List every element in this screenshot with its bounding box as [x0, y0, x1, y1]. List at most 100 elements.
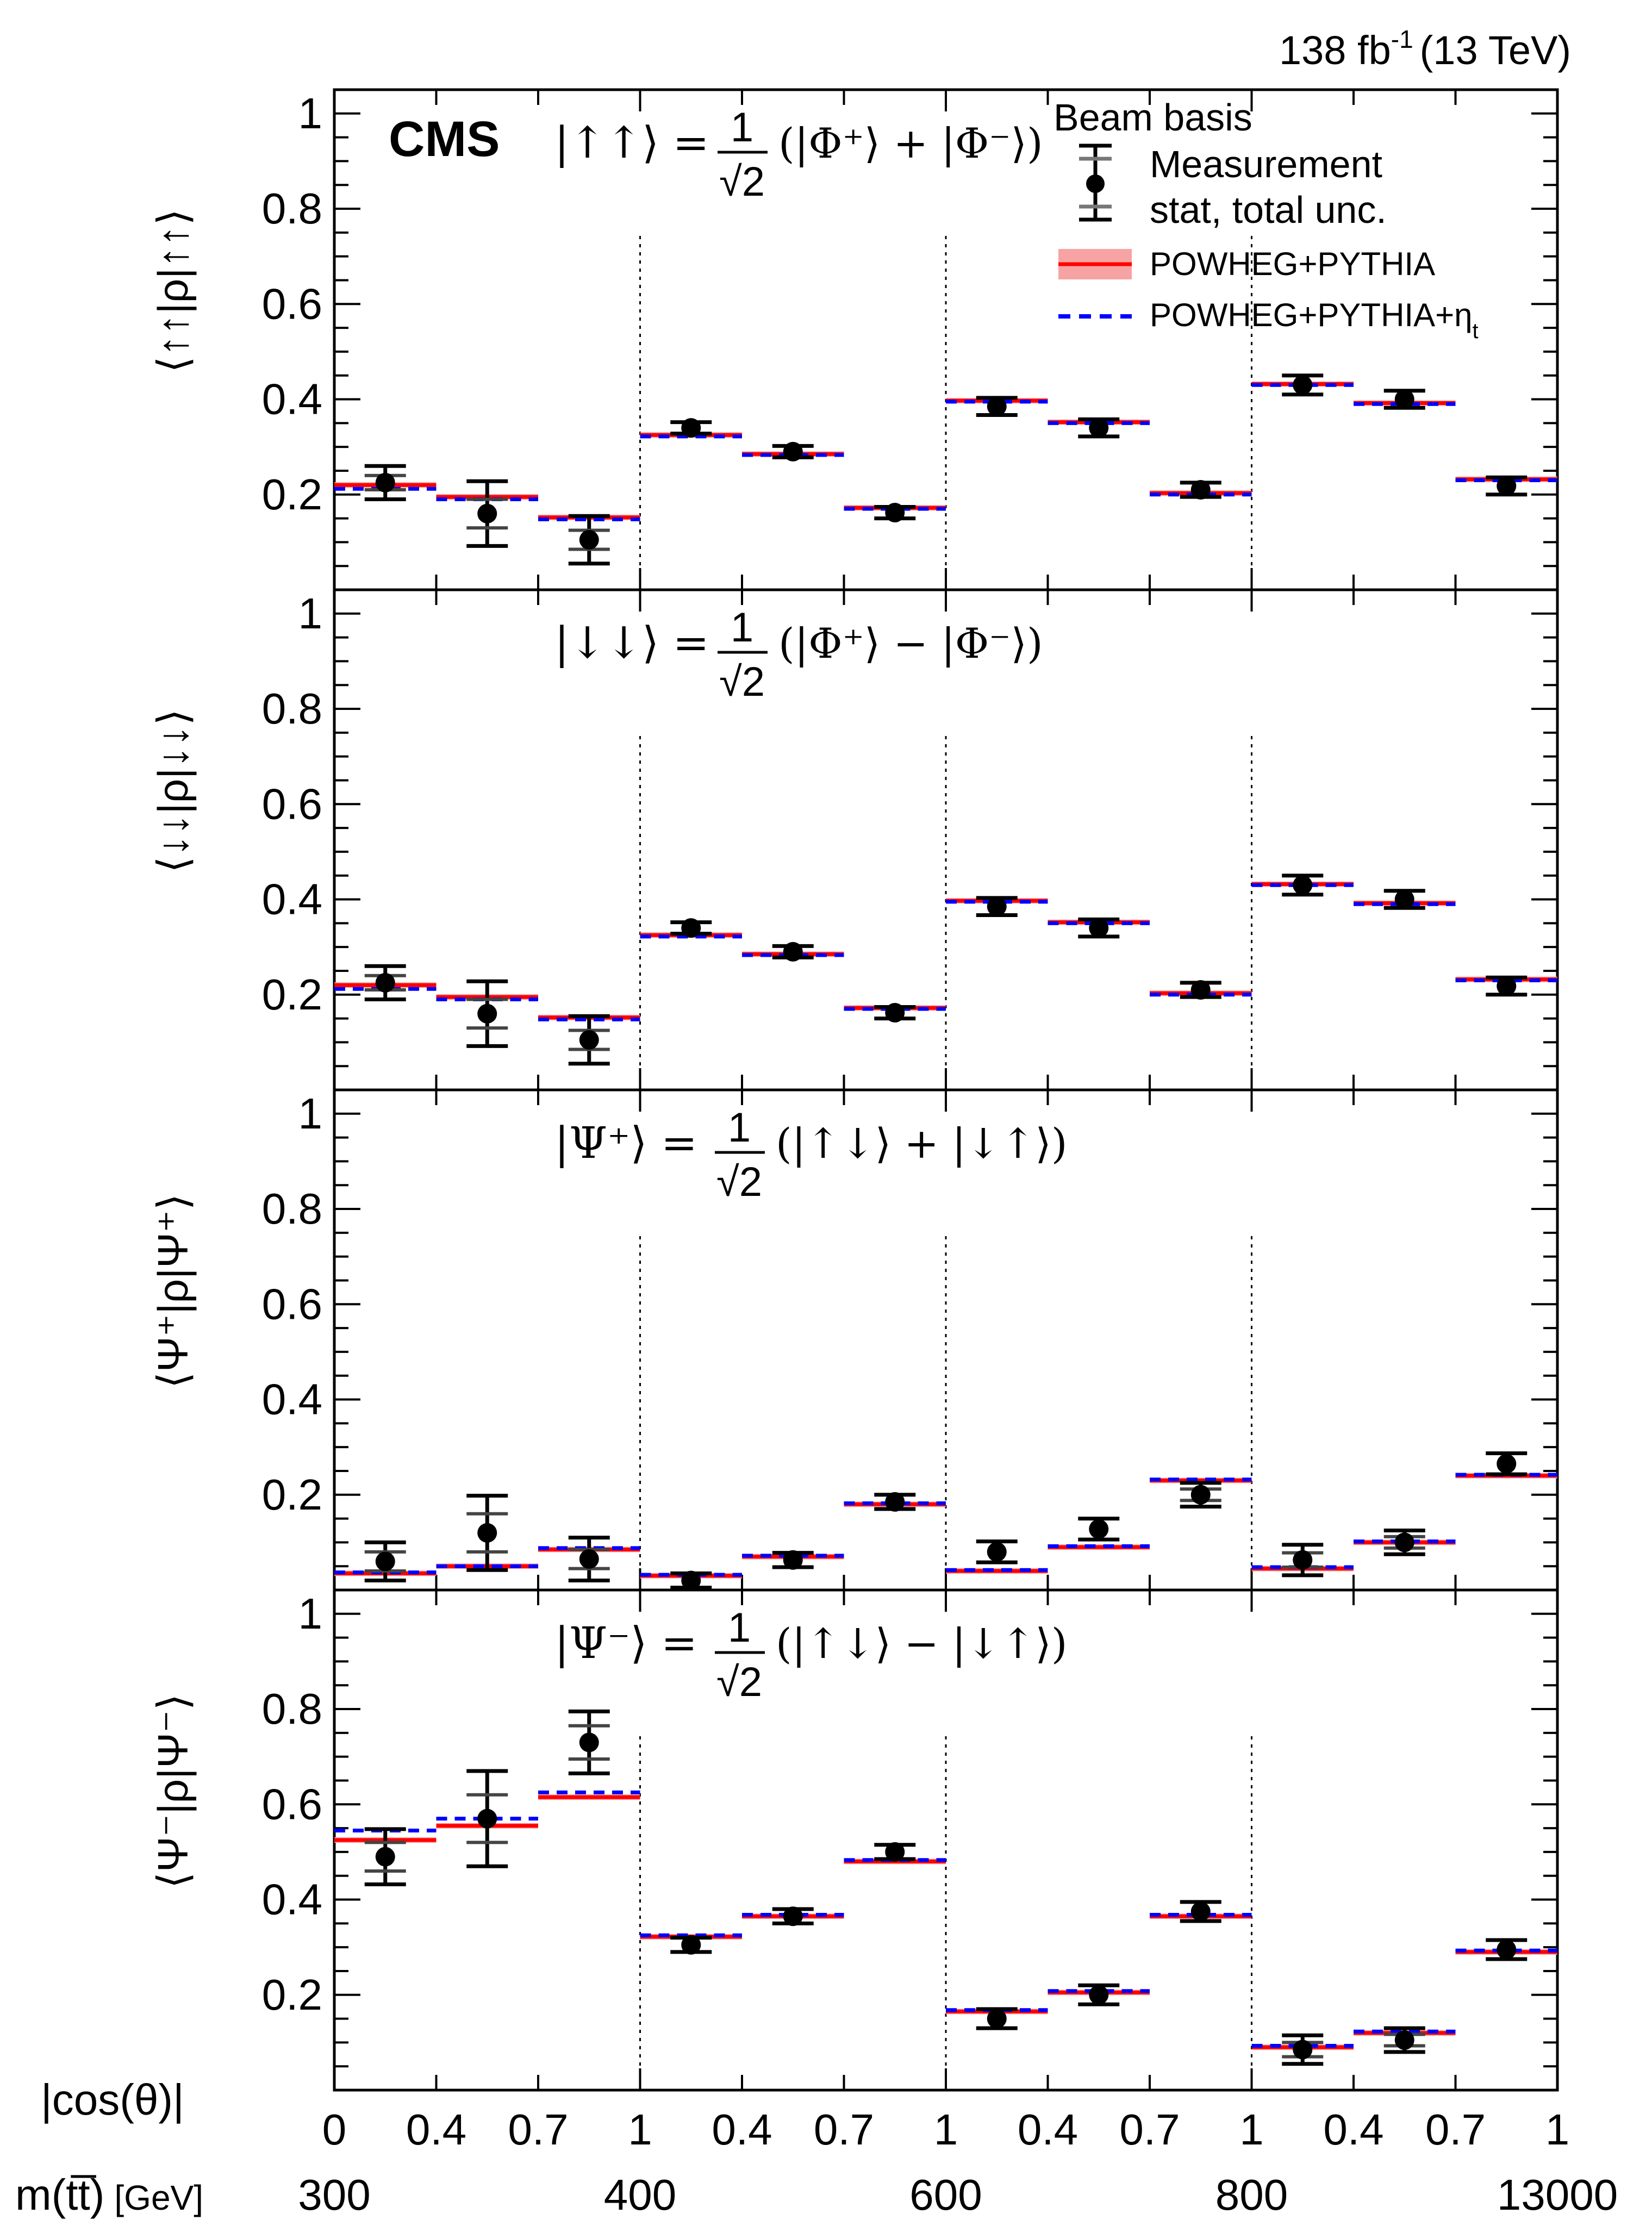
x-axis-label-mass: m(tt̅) [GeV]	[15, 2171, 203, 2219]
data-point	[1293, 2040, 1313, 2060]
data-point	[681, 918, 701, 938]
legend-measurement-marker	[1079, 144, 1112, 222]
data-point	[987, 2009, 1007, 2029]
y-axis-label: ⟨↓↓|ρ|↓↓⟩	[149, 709, 197, 873]
data-point	[1190, 480, 1211, 500]
formula-rhs: (|Φ⁺⟩ − |Φ⁻⟩)	[778, 619, 1043, 668]
y-tick-label: 0.4	[262, 1375, 322, 1424]
x-tick-label-cos: 0.7	[508, 2105, 568, 2154]
data-point	[1190, 1485, 1211, 1505]
legend-pred2: POWHEG+PYTHIA+ηt	[1150, 297, 1479, 343]
data-point	[1293, 1550, 1313, 1570]
formula-numerator: 1	[728, 1105, 751, 1151]
y-tick-label: 1	[298, 89, 323, 138]
y-tick-label: 0.2	[262, 1470, 322, 1519]
y-tick-label: 0.2	[262, 1971, 322, 2019]
data-point	[987, 1542, 1007, 1562]
x-tick-label-cos: 0.7	[1119, 2105, 1180, 2154]
data-point	[783, 941, 803, 962]
panel-2: 0.2 0.4 0.6 0.8 1 ⟨↓↓|ρ|↓↓⟩ |↓↓⟩ = 1 √2 (|Φ⁺⟩ − |…	[149, 588, 1559, 1092]
x-tick-label-cos: 0.4	[1018, 2105, 1078, 2154]
formula-denominator: √2	[716, 1159, 762, 1205]
data-point	[885, 1842, 905, 1862]
x-tick-label-mass: 300	[298, 2171, 370, 2219]
panel-4: 0.2 0.4 0.6 0.8 1 ⟨Ψ⁻|ρ|Ψ⁻⟩ |Ψ⁻⟩ = 1 √2 (|↑↓⟩ − |…	[149, 1588, 1559, 2092]
data-point	[681, 418, 701, 438]
y-axis-label: ⟨Ψ⁻|ρ|Ψ⁻⟩	[149, 1694, 197, 1888]
data-point	[477, 1809, 497, 1829]
formula-rhs: (|↑↓⟩ − |↓↑⟩)	[776, 1619, 1068, 1668]
formula-ket: |↑↑⟩ =	[554, 117, 709, 168]
data-point	[987, 396, 1007, 416]
x-tick-label-cos: 0.4	[406, 2105, 466, 2154]
legend-pred1: POWHEG+PYTHIA	[1150, 246, 1435, 282]
x-tick-label-cos: 1	[628, 2105, 652, 2154]
data-point	[1190, 1901, 1211, 1922]
y-tick-label: 1	[298, 589, 323, 638]
formula-ket: |Ψ⁺⟩ =	[554, 1118, 697, 1168]
data-point	[783, 1906, 803, 1926]
y-tick-label: 0.8	[262, 1685, 322, 1733]
y-tick-label: 0.4	[262, 875, 322, 924]
x-tick-label-cos: 0.7	[814, 2105, 874, 2154]
data-point	[1497, 1454, 1517, 1474]
data-point	[783, 1550, 803, 1570]
x-tick-label-mass: 400	[604, 2171, 676, 2219]
data-point	[1089, 1985, 1109, 2005]
x-axis-label-cos: |cos(θ)|	[41, 2075, 184, 2124]
formula-ket: |Ψ⁻⟩ =	[554, 1618, 697, 1668]
y-tick-label: 0.8	[262, 184, 322, 233]
formula-numerator: 1	[731, 104, 753, 151]
legend-unc: stat, total unc.	[1150, 189, 1387, 231]
y-axis-label: ⟨↑↑|ρ|↑↑⟩	[149, 209, 197, 373]
data-point	[987, 896, 1007, 916]
data-point	[1089, 1519, 1109, 1539]
data-point	[477, 1003, 497, 1024]
x-tick-label-cos: 1	[1545, 2105, 1570, 2154]
data-point	[579, 1030, 599, 1050]
data-point	[1394, 1532, 1414, 1552]
data-point	[477, 503, 497, 523]
data-point	[1394, 889, 1414, 909]
formula-denominator: √2	[719, 659, 765, 705]
y-tick-label: 1	[298, 1089, 323, 1138]
y-tick-label: 0.6	[262, 780, 322, 828]
data-point	[1497, 1940, 1517, 1960]
y-axis-label: ⟨Ψ⁺|ρ|Ψ⁺⟩	[149, 1194, 197, 1388]
data-point	[1497, 476, 1517, 496]
y-tick-label: 0.4	[262, 375, 322, 423]
data-point	[579, 1549, 599, 1569]
x-tick-label-cos: 0.4	[1323, 2105, 1383, 2154]
x-tick-label-mass: 600	[909, 2171, 982, 2219]
data-point	[885, 1003, 905, 1023]
legend: Beam basis Measurement stat, total unc. …	[1053, 96, 1479, 343]
formula-denominator: √2	[716, 1659, 762, 1705]
y-tick-label: 0.6	[262, 1780, 322, 1828]
formula-numerator: 1	[731, 604, 753, 651]
lumi-energy-label: 138 fb-1 (13 TeV)	[1279, 25, 1571, 73]
data-point	[1293, 875, 1313, 895]
x-tick-label-cos: 0.4	[712, 2105, 772, 2154]
x-tick-label-mass: 800	[1215, 2171, 1288, 2219]
cms-label: CMS	[389, 111, 500, 167]
data-point	[375, 472, 395, 492]
x-tick-label-cos: 1	[934, 2105, 958, 2154]
data-point	[681, 1935, 701, 1955]
data-point	[681, 1570, 701, 1591]
panel-3: 0.2 0.4 0.6 0.8 1 ⟨Ψ⁺|ρ|Ψ⁺⟩ |Ψ⁺⟩ = 1 √2 (|↑↓⟩ + |…	[149, 1088, 1559, 1592]
data-point	[477, 1523, 497, 1543]
data-point	[1190, 980, 1211, 1000]
y-tick-label: 0.2	[262, 470, 322, 519]
data-point	[1394, 389, 1414, 409]
formula-numerator: 1	[728, 1605, 751, 1651]
data-point	[783, 441, 803, 462]
x-tick-label-cos: 1	[1239, 2105, 1264, 2154]
data-point	[375, 972, 395, 993]
formula-rhs: (|Φ⁺⟩ + |Φ⁻⟩)	[778, 119, 1043, 167]
formula-rhs: (|↑↓⟩ + |↓↑⟩)	[776, 1119, 1068, 1168]
legend-title: Beam basis	[1053, 96, 1252, 139]
formula-ket: |↓↓⟩ =	[554, 618, 709, 668]
data-point	[579, 1732, 599, 1753]
data-point	[1089, 418, 1109, 438]
